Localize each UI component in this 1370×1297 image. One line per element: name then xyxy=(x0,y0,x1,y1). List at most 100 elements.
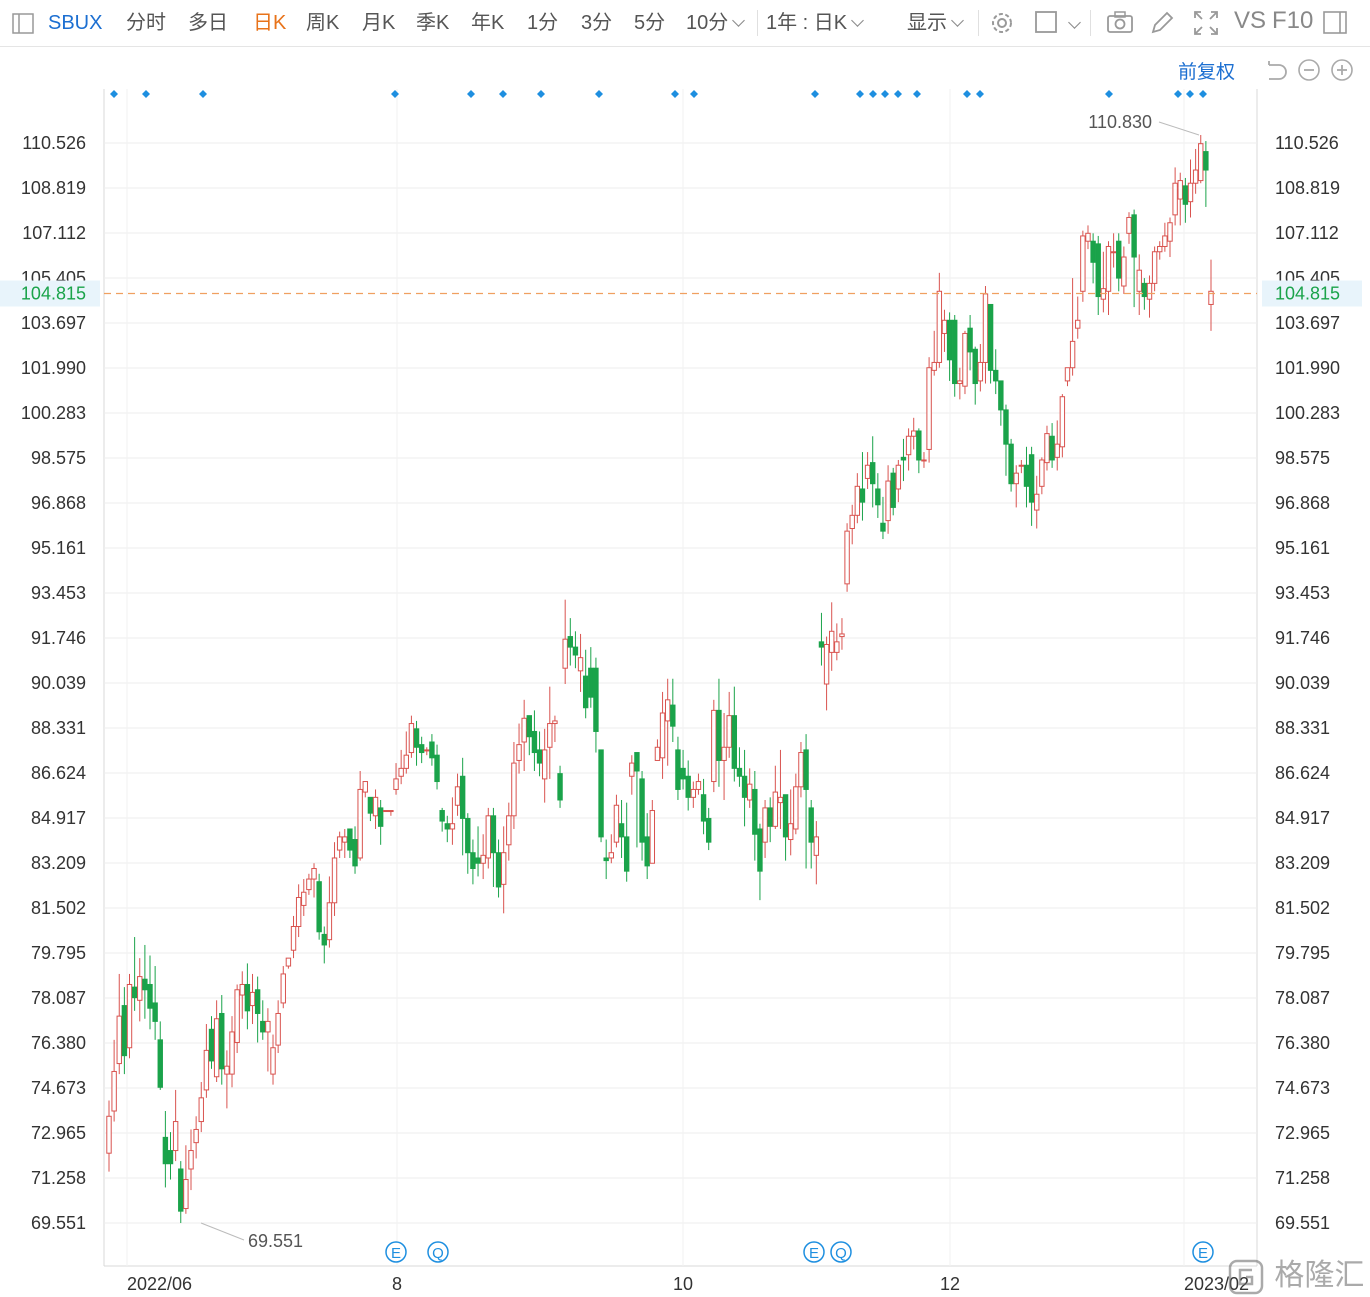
settings-gear-icon[interactable] xyxy=(988,9,1016,37)
candle xyxy=(1075,296,1081,339)
chevron-down-icon[interactable] xyxy=(1068,16,1081,29)
fullscreen-icon[interactable] xyxy=(1192,9,1220,37)
event-dot-icon xyxy=(595,90,603,98)
panel-toggle-icon[interactable] xyxy=(1322,9,1350,37)
candle-body xyxy=(1182,185,1189,205)
low-annotation-line xyxy=(200,1222,245,1241)
candle xyxy=(1141,278,1148,310)
candle xyxy=(152,966,158,1040)
candle-body xyxy=(1198,143,1204,182)
vs-button[interactable]: VS xyxy=(1234,7,1267,34)
candle xyxy=(126,973,133,1059)
candle xyxy=(962,330,968,395)
candle-body xyxy=(772,791,779,827)
y-tick-label-left: 107.112 xyxy=(22,223,86,243)
event-dot-icon xyxy=(1105,90,1113,98)
candle xyxy=(875,473,881,518)
tab-1min[interactable]: 1分 xyxy=(527,12,559,34)
candle xyxy=(823,636,830,711)
candle xyxy=(331,842,338,916)
candle xyxy=(998,380,1004,426)
candle-body xyxy=(126,983,133,1049)
candle xyxy=(424,747,430,756)
range-dropdown[interactable]: 1年 : 日K xyxy=(766,10,865,36)
candle xyxy=(1116,233,1122,292)
candle xyxy=(880,496,886,540)
candle xyxy=(721,713,727,800)
candle xyxy=(972,346,978,405)
candle-body xyxy=(916,430,922,461)
pencil-icon[interactable] xyxy=(1148,9,1176,37)
candle-body xyxy=(593,667,599,732)
symbol-label[interactable]: SBUX xyxy=(48,12,103,34)
candle xyxy=(408,715,415,758)
tab-quarterly-k[interactable]: 季K xyxy=(416,12,450,34)
candle xyxy=(193,1116,199,1159)
tab-monthly-k[interactable]: 月K xyxy=(362,12,396,34)
display-dropdown[interactable]: 显示 xyxy=(907,10,964,36)
candle xyxy=(137,958,143,1022)
candle xyxy=(608,834,615,864)
quarterly-icon xyxy=(830,1241,852,1263)
candle-body xyxy=(429,741,435,759)
candle xyxy=(254,976,261,1043)
y-tick-label-right: 69.551 xyxy=(1275,1213,1330,1233)
candle xyxy=(249,973,256,1025)
adjust-mode-button[interactable]: 前复权 xyxy=(1178,62,1236,83)
tab-multi-day[interactable]: 多日 xyxy=(188,12,228,34)
reset-icon[interactable] xyxy=(1263,57,1291,85)
period-dropdown[interactable]: 10分 xyxy=(686,10,746,36)
candle xyxy=(1085,225,1091,250)
chevron-down-icon xyxy=(851,14,865,27)
zoom-out-icon[interactable] xyxy=(1296,57,1324,85)
toolbar-divider xyxy=(757,10,758,36)
candle-body xyxy=(111,1070,117,1112)
x-tick-label: 2023/02 xyxy=(1184,1274,1249,1294)
y-tick-label-left: 95.161 xyxy=(31,538,86,558)
candle xyxy=(1198,134,1204,184)
y-tick-label-right: 86.624 xyxy=(1275,763,1330,783)
tab-yearly-k[interactable]: 年K xyxy=(471,12,505,34)
candle-body xyxy=(849,514,855,530)
candle xyxy=(342,828,348,858)
period-dropdown-label: 10分 xyxy=(686,12,729,34)
earnings-icon xyxy=(803,1241,825,1263)
candle xyxy=(1069,278,1076,376)
camera-icon[interactable] xyxy=(1106,9,1134,37)
candle xyxy=(347,828,353,858)
candle-body xyxy=(157,1039,163,1088)
tab-3min[interactable]: 3分 xyxy=(581,12,613,34)
f10-button[interactable]: F10 xyxy=(1272,7,1314,34)
candlestick-chart[interactable]: 110.526108.819107.112105.405103.697101.9… xyxy=(0,46,1370,1297)
tab-daily-k[interactable]: 日K xyxy=(253,12,287,34)
candle-body xyxy=(188,1150,194,1170)
event-dot-icon xyxy=(671,90,679,98)
candle xyxy=(1018,459,1025,474)
candle-body xyxy=(762,807,768,843)
candle-body xyxy=(449,823,456,830)
zoom-in-icon[interactable] xyxy=(1329,57,1357,85)
candle xyxy=(987,303,994,384)
candle-body xyxy=(813,836,820,856)
x-tick-label: 10 xyxy=(673,1274,693,1294)
chart-style-icon[interactable] xyxy=(1034,9,1062,37)
candle xyxy=(849,504,855,545)
candle-body xyxy=(680,767,686,780)
candle xyxy=(321,926,327,964)
tab-5min[interactable]: 5分 xyxy=(634,12,666,34)
y-tick-label-left: 71.258 xyxy=(31,1168,86,1188)
candle xyxy=(1080,230,1086,302)
tab-weekly-k[interactable]: 周K xyxy=(306,12,340,34)
candle-body xyxy=(582,675,589,709)
candle xyxy=(357,770,363,861)
sidebar-toggle-icon[interactable] xyxy=(10,9,38,37)
tab-fenshi[interactable]: 分时 xyxy=(126,12,166,34)
y-tick-label-right: 88.331 xyxy=(1275,718,1330,738)
candle-body xyxy=(137,976,143,1001)
y-tick-label-left: 78.087 xyxy=(31,988,86,1008)
candle xyxy=(429,734,435,766)
candle xyxy=(198,1082,204,1133)
candle-body xyxy=(977,361,984,382)
candle xyxy=(178,1161,184,1224)
candle-body xyxy=(208,1028,215,1062)
